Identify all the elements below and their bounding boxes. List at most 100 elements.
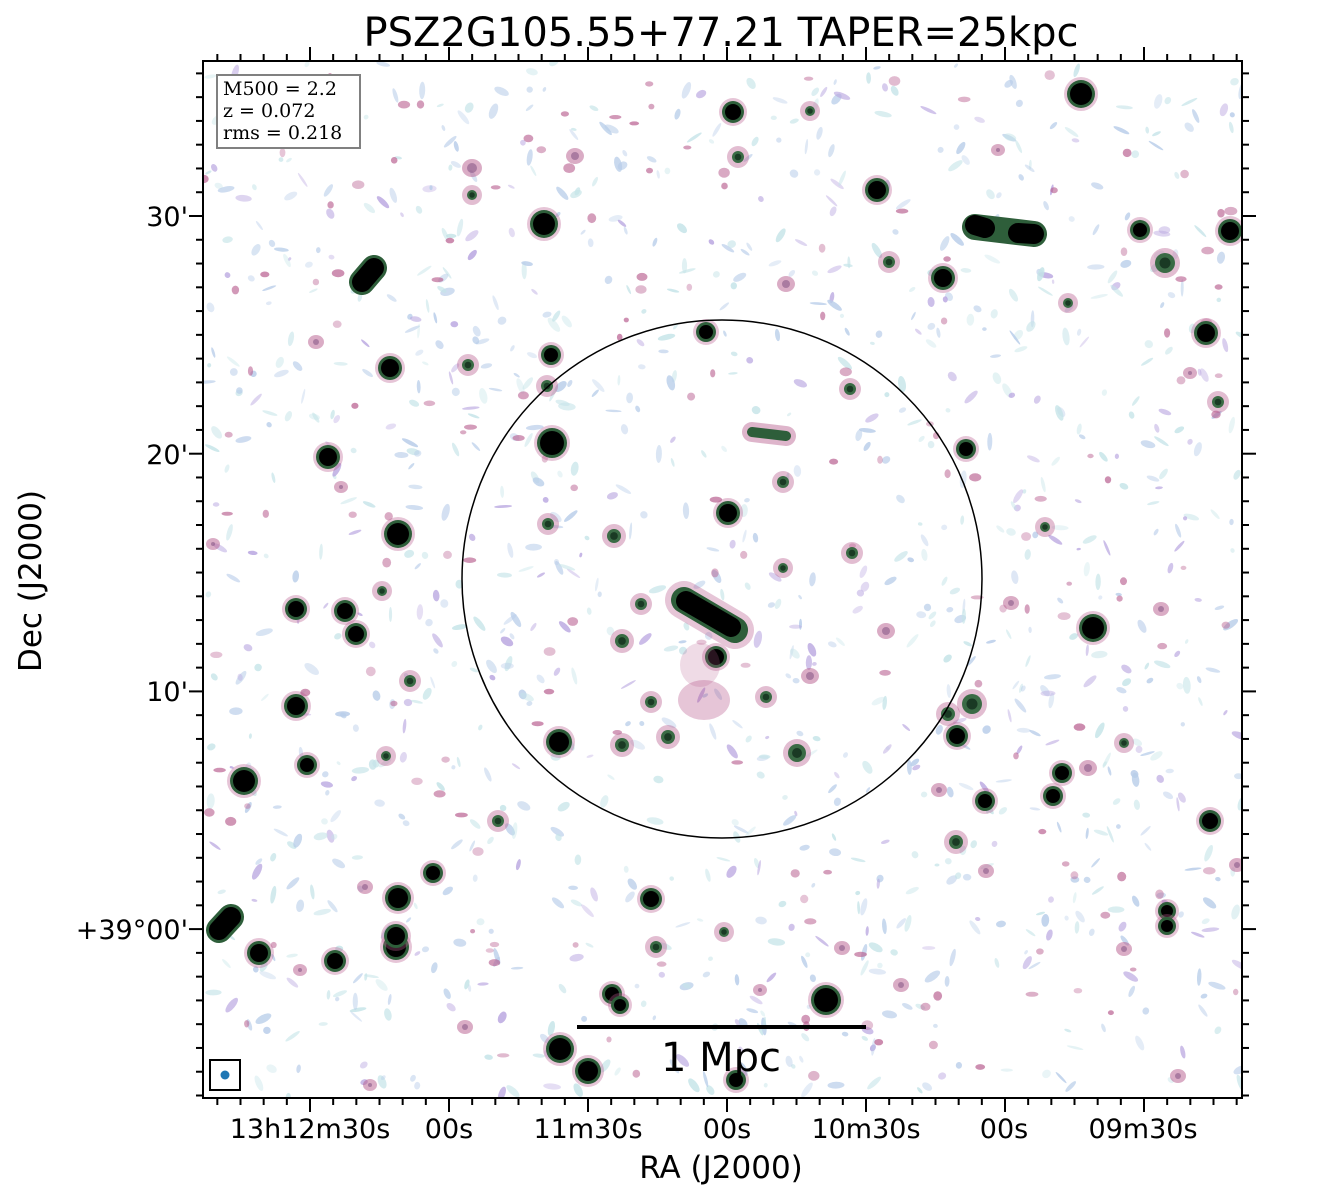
noise-speck: [1196, 676, 1202, 684]
noise-speck: [955, 1062, 963, 1069]
map-overlay: [461, 319, 983, 839]
noise-speck: [868, 942, 883, 953]
noise-speck: [1120, 259, 1132, 268]
noise-speck: [1029, 807, 1041, 811]
radio-source: [1003, 596, 1019, 610]
noise-speck: [803, 76, 814, 81]
noise-speck: [984, 254, 1001, 264]
noise-speck: [1197, 368, 1202, 376]
radio-source: [602, 524, 626, 548]
noise-speck: [1164, 328, 1171, 338]
noise-speck: [982, 327, 987, 331]
noise-speck: [1009, 330, 1021, 345]
noise-speck: [1198, 697, 1203, 706]
noise-speck: [623, 317, 629, 323]
info-rms: rms = 0.218: [223, 122, 342, 144]
noise-speck: [645, 81, 654, 87]
noise-speck: [1124, 212, 1131, 221]
noise-speck: [1133, 799, 1140, 810]
noise-speck: [330, 409, 335, 420]
noise-speck: [833, 79, 837, 85]
noise-speck: [550, 826, 565, 837]
noise-speck: [801, 1033, 810, 1042]
noise-speck: [896, 494, 905, 504]
noise-speck: [409, 316, 422, 322]
noise-speck: [555, 399, 570, 407]
noise-speck: [1008, 288, 1019, 302]
noise-speck: [605, 409, 622, 413]
noise-speck: [549, 386, 557, 402]
noise-speck: [970, 595, 984, 600]
noise-speck: [263, 553, 269, 559]
noise-speck: [206, 793, 215, 809]
radio-source: [357, 880, 373, 894]
noise-speck: [758, 196, 764, 202]
noise-speck: [711, 569, 722, 583]
noise-speck: [222, 959, 231, 968]
noise-speck: [485, 948, 494, 953]
radio-source: [313, 442, 343, 472]
radio-source: [972, 788, 998, 814]
noise-speck: [877, 455, 883, 464]
noise-speck: [1215, 876, 1221, 882]
noise-speck: [301, 388, 306, 404]
noise-speck: [203, 380, 216, 384]
noise-speck: [1140, 826, 1151, 836]
noise-speck: [251, 863, 263, 880]
noise-speck: [451, 765, 456, 770]
noise-speck: [704, 631, 713, 640]
extended-source-top-right: [962, 214, 1047, 247]
radio-source: [308, 335, 324, 349]
noise-speck: [231, 285, 240, 295]
noise-speck: [944, 469, 951, 479]
noise-speck: [532, 1053, 545, 1058]
noise-speck: [669, 1059, 680, 1074]
noise-speck: [334, 633, 342, 640]
noise-speck: [996, 920, 1006, 928]
noise-speck: [823, 869, 832, 875]
noise-speck: [768, 260, 782, 267]
noise-speck: [1043, 201, 1049, 211]
noise-speck: [313, 832, 328, 841]
noise-speck: [681, 258, 688, 274]
noise-speck: [881, 1010, 898, 1019]
noise-speck: [794, 810, 798, 817]
noise-speck: [448, 164, 453, 171]
noise-speck: [515, 859, 521, 871]
radio-source: [227, 764, 261, 798]
noise-speck: [1057, 597, 1064, 604]
noise-speck: [222, 236, 233, 243]
noise-speck: [1107, 766, 1112, 776]
noise-speck: [708, 139, 715, 144]
noise-speck: [975, 1064, 986, 1070]
noise-speck: [274, 369, 289, 378]
noise-speck: [860, 898, 868, 916]
noise-speck: [1183, 513, 1200, 521]
noise-speck: [774, 328, 781, 342]
noise-speck: [254, 663, 262, 672]
noise-speck: [960, 515, 965, 525]
noise-speck: [917, 522, 923, 526]
noise-speck: [1131, 895, 1140, 907]
noise-speck: [479, 388, 488, 404]
noise-speck: [894, 551, 908, 562]
noise-speck: [566, 568, 581, 579]
noise-speck: [925, 339, 937, 348]
noise-speck: [742, 529, 747, 543]
noise-speck: [1087, 453, 1094, 459]
noise-speck: [1221, 621, 1231, 629]
noise-speck: [914, 328, 922, 335]
noise-speck: [1078, 434, 1086, 440]
radio-source: [931, 783, 947, 797]
noise-speck: [1155, 889, 1164, 900]
noise-speck: [906, 759, 912, 775]
plot-frame: [202, 60, 1243, 1099]
noise-speck: [521, 261, 527, 280]
noise-speck: [882, 83, 888, 92]
noise-speck: [1160, 302, 1165, 309]
noise-speck: [646, 817, 664, 825]
noise-speck: [224, 464, 230, 473]
noise-speck: [560, 111, 570, 117]
noise-speck: [445, 237, 455, 244]
